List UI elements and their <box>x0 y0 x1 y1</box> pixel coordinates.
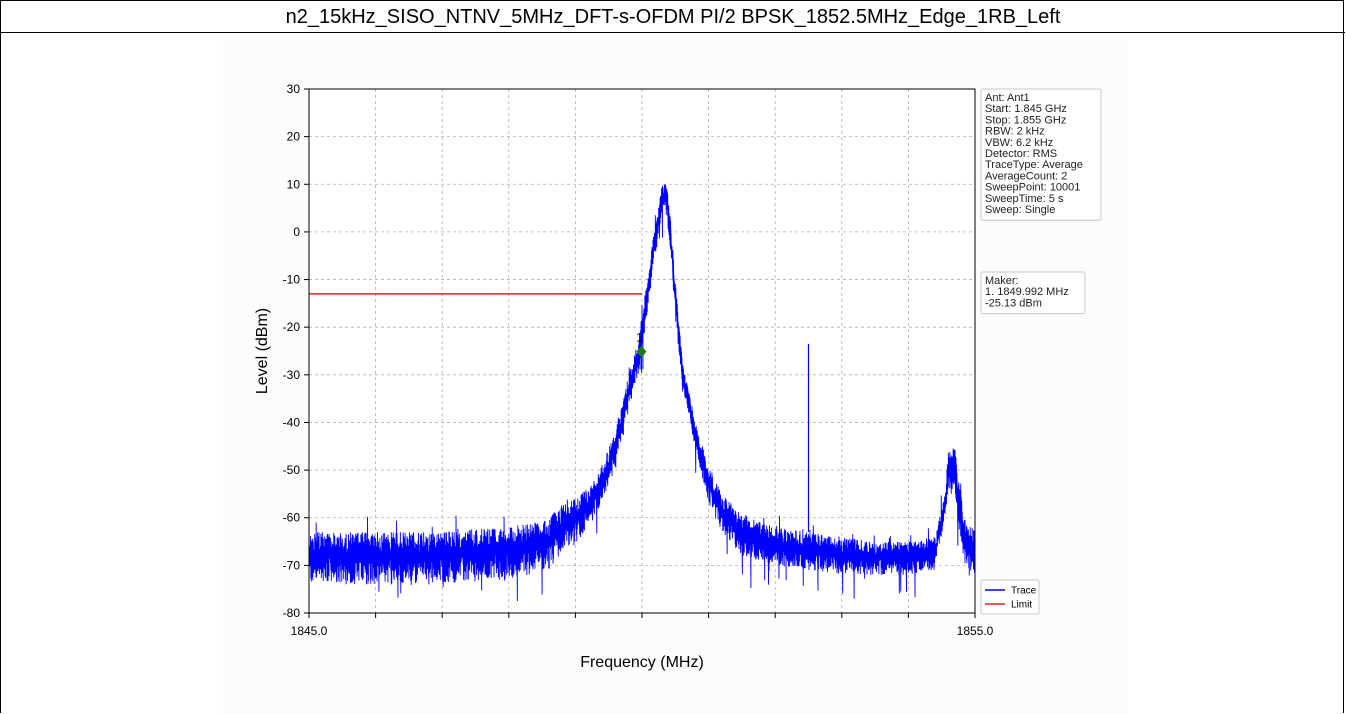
page-title: n2_15kHz_SISO_NTNV_5MHz_DFT-s-OFDM PI/2 … <box>1 1 1345 33</box>
info-bg <box>980 88 1102 221</box>
marker-info-line: 1. 1849.992 MHz <box>985 286 1069 298</box>
y-axis-title: Level (dBm) <box>254 308 271 394</box>
y-tick-label: -20 <box>283 320 301 334</box>
y-tick-label: -30 <box>283 368 301 382</box>
legend: Trace Limit <box>980 579 1040 615</box>
info-line: SweepPoint: 10001 <box>985 182 1080 194</box>
info-line: AverageCount: 2 <box>985 170 1067 182</box>
legend-bg <box>980 579 1040 615</box>
info-line: Ant: Ant1 <box>985 92 1030 104</box>
info-line: TraceType: Average <box>985 159 1083 171</box>
info-line: Detector: RMS <box>985 148 1057 160</box>
trace-series <box>309 184 975 602</box>
marker-info-bg <box>980 271 1086 315</box>
spectrum-figure: 1 30 20 10 0 -10 -20 -30 -40 -50 -60 -70 -80 1845.0 1… <box>223 41 1127 714</box>
info-line: Sweep: Single <box>985 204 1055 216</box>
y-tick-label: 30 <box>287 82 301 96</box>
y-tick-label: 0 <box>293 225 300 239</box>
marker-label: 1 <box>636 331 643 345</box>
y-tick-label: 10 <box>287 177 301 191</box>
info-line: Start: 1.845 GHz <box>985 103 1067 115</box>
y-tick-label: -50 <box>283 463 301 477</box>
y-tick-label: -60 <box>283 511 301 525</box>
y-tick-label: -70 <box>283 558 301 572</box>
marker-info-box: Maker:1. 1849.992 MHz -25.13 dBm <box>980 271 1086 315</box>
marker-layer: 1 <box>636 331 647 358</box>
y-tick-label: -10 <box>283 273 301 287</box>
x-tick-label: 1845.0 <box>291 624 328 638</box>
y-tick-label: -80 <box>283 606 301 620</box>
info-line: SweepTime: 5 s <box>985 193 1064 205</box>
marker-info-line: -25.13 dBm <box>985 297 1042 309</box>
ticks: 30 20 10 0 -10 -20 -30 -40 -50 -60 -70 -80 1845.0 185… <box>283 82 994 638</box>
info-line: VBW: 6.2 kHz <box>985 137 1053 149</box>
x-tick-label: 1855.0 <box>957 624 994 638</box>
legend-label-limit: Limit <box>1011 600 1032 611</box>
marker-info-line: Maker: <box>985 275 1019 287</box>
info-line: RBW: 2 kHz <box>985 126 1045 138</box>
y-tick-label: -40 <box>283 415 301 429</box>
y-tick-label: 20 <box>287 130 301 144</box>
marker-diamond <box>636 345 647 358</box>
info-line: Stop: 1.855 GHz <box>985 114 1066 126</box>
x-axis-title: Frequency (MHz) <box>580 654 704 671</box>
spectrum-chart: 1 30 20 10 0 -10 -20 -30 -40 -50 -60 -70 -80 1845.0 1… <box>254 82 1102 671</box>
trace-line <box>309 184 975 602</box>
legend-label-trace: Trace <box>1011 586 1037 597</box>
